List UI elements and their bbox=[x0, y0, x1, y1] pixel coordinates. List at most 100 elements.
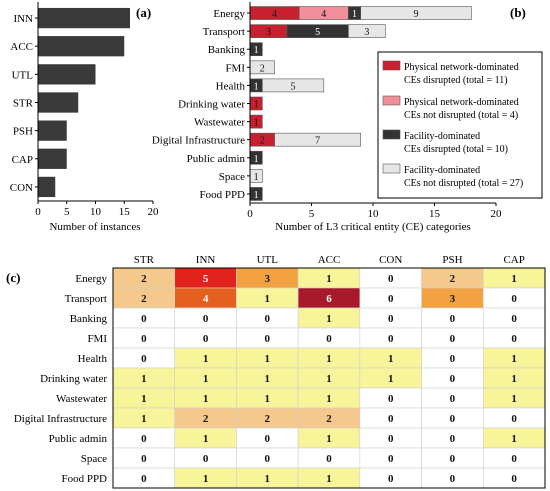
b-xtick-label: 10 bbox=[368, 208, 380, 220]
c-cell-value: 0 bbox=[388, 453, 394, 465]
a-x-ticks: 0 5 10 15 20 bbox=[35, 201, 159, 218]
b-bar-transport-s3 bbox=[348, 24, 386, 38]
a-bars bbox=[38, 7, 130, 198]
c-cell-value: 0 bbox=[450, 453, 456, 465]
c-cell-value: 0 bbox=[511, 293, 517, 305]
b-category-label: Digital Infrastructure bbox=[152, 135, 245, 147]
c-cell-value: 0 bbox=[203, 313, 209, 325]
b-category-label: Space bbox=[219, 171, 245, 183]
b-category-label: Energy bbox=[213, 8, 245, 20]
b-bar-value-label: 1 bbox=[352, 9, 357, 20]
c-cell-value: 0 bbox=[141, 313, 147, 325]
b-legend-swatch-0 bbox=[382, 60, 401, 71]
b-category-label: Public admin bbox=[187, 153, 246, 165]
c-cell-value: 0 bbox=[450, 353, 456, 365]
c-column-header: CAP bbox=[503, 254, 524, 266]
c-cell-value: 1 bbox=[326, 393, 332, 405]
c-row-header: Space bbox=[81, 453, 107, 465]
c-cell-value: 0 bbox=[388, 333, 394, 345]
c-column-header: UTL bbox=[257, 254, 279, 266]
c-cell-value: 0 bbox=[388, 413, 394, 425]
b-bar-value-label: 3 bbox=[364, 27, 369, 38]
c-cell-value: 1 bbox=[326, 373, 332, 385]
b-legend-swatch-1 bbox=[382, 95, 401, 106]
c-cell-value: 0 bbox=[511, 333, 517, 345]
c-row-header: Drinking water bbox=[40, 373, 107, 385]
c-cell-value: 0 bbox=[450, 473, 456, 485]
c-cell-value: 1 bbox=[265, 293, 271, 305]
a-category-labels: INN ACC UTL STR PSH CAP CON bbox=[10, 13, 38, 194]
a-xtick-label: 10 bbox=[90, 206, 102, 218]
c-cell-value: 0 bbox=[388, 293, 394, 305]
b-bar-value-label: 4 bbox=[272, 9, 277, 20]
b-legend-label-1: Physical network-dominated CEs not disrup… bbox=[404, 97, 519, 121]
c-cell-value: 0 bbox=[141, 333, 147, 345]
b-category-label: Health bbox=[216, 80, 246, 92]
c-cell-value: 1 bbox=[511, 273, 517, 285]
c-column-header: CON bbox=[379, 254, 402, 266]
c-column-headers: STR INN UTL ACC CON PSH CAP bbox=[134, 254, 525, 266]
c-cell-value: 3 bbox=[265, 273, 271, 285]
c-cell-value: 6 bbox=[326, 293, 332, 305]
a-xtick-label: 0 bbox=[35, 206, 41, 218]
b-bar-health-s3 bbox=[261, 78, 325, 93]
c-row-header: Banking bbox=[70, 313, 108, 325]
c-cell-value: 0 bbox=[265, 313, 271, 325]
c-cell-value: 1 bbox=[141, 413, 147, 425]
c-cell-value: 0 bbox=[203, 333, 209, 345]
b-bar-value-label: 2 bbox=[260, 136, 265, 147]
a-xtick-label: 5 bbox=[64, 206, 70, 218]
c-cell-value: 5 bbox=[203, 273, 209, 285]
b-category-label: Wastewater bbox=[194, 117, 245, 129]
b-bar-value-label: 1 bbox=[254, 45, 259, 56]
c-cell-value: 0 bbox=[388, 473, 394, 485]
b-bar-value-label: 5 bbox=[315, 27, 320, 38]
c-cell-value: 1 bbox=[511, 393, 517, 405]
a-bar-psh bbox=[38, 120, 67, 141]
c-cell-value: 0 bbox=[450, 413, 456, 425]
c-cell-value: 0 bbox=[511, 473, 517, 485]
c-cell-value: 0 bbox=[511, 413, 517, 425]
b-xtick-label: 5 bbox=[309, 208, 315, 220]
c-cell-value: 0 bbox=[450, 313, 456, 325]
b-category-labels: Energy Transport Banking FMI Health Drinking … bbox=[152, 8, 250, 201]
c-cell-value: 0 bbox=[450, 333, 456, 345]
c-cell-value: 0 bbox=[388, 433, 394, 445]
c-cell-value: 1 bbox=[326, 273, 332, 285]
c-row-header: Public admin bbox=[49, 433, 108, 445]
c-column-header: PSH bbox=[442, 254, 462, 266]
b-bar-value-label: 1 bbox=[254, 118, 259, 129]
a-category-label: CAP bbox=[12, 154, 33, 166]
c-cell-value: 0 bbox=[203, 453, 209, 465]
b-legend-label-0: Physical network-dominated CEs disrupted … bbox=[404, 62, 519, 86]
a-category-label: INN bbox=[13, 13, 33, 25]
c-cells: 2 5 3 1 0 2 1 2 4 1 6 0 3 0 0 0 0 1 0 0 0 0 0 0 0 0 0 0 0 1 1 1 1 0 1 1 1 1 1 1… bbox=[112, 267, 546, 489]
c-cell-value: 1 bbox=[265, 353, 271, 365]
c-cell-value: 1 bbox=[388, 373, 394, 385]
c-cell-value: 1 bbox=[203, 373, 209, 385]
c-cell-value: 0 bbox=[511, 313, 517, 325]
b-legend-label-3: Facility-dominated CEs not disrupted (tot… bbox=[404, 165, 523, 189]
a-category-label: UTL bbox=[12, 69, 34, 81]
b-legend-swatch-2 bbox=[382, 129, 401, 140]
a-bar-inn bbox=[38, 7, 130, 29]
c-cell-value: 1 bbox=[141, 393, 147, 405]
c-cell-value: 1 bbox=[203, 393, 209, 405]
c-cell-value: 1 bbox=[511, 353, 517, 365]
c-cell-value: 0 bbox=[265, 453, 271, 465]
c-cell-value: 2 bbox=[326, 413, 332, 425]
c-cell-value: 3 bbox=[450, 293, 456, 305]
c-cell-value: 0 bbox=[326, 333, 332, 345]
c-cell-value: 2 bbox=[141, 293, 147, 305]
c-row-header: Digital Infrastructure bbox=[14, 413, 107, 425]
c-cell-value: 1 bbox=[326, 473, 332, 485]
b-bar-digital-infrastructure-s3 bbox=[274, 132, 362, 147]
b-category-label: Transport bbox=[203, 26, 245, 38]
c-frame bbox=[112, 267, 546, 489]
c-cell-value: 0 bbox=[265, 333, 271, 345]
a-xtick-label: 20 bbox=[148, 206, 160, 218]
b-category-label: Banking bbox=[208, 44, 246, 56]
b-legend-box bbox=[377, 51, 543, 199]
